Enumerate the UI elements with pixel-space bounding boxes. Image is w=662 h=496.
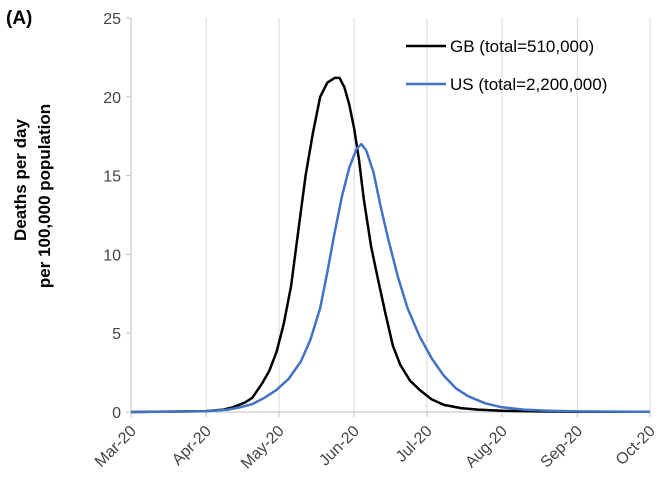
axes [126,17,651,417]
y-tick-label: 20 [103,90,121,107]
series-line-gb [130,76,651,414]
y-tick-labels: 0 5 10 15 20 25 [103,11,121,422]
y-tick-label: 15 [103,169,121,186]
x-tick-label: Oct-20 [613,423,659,469]
series-lines [130,76,651,414]
legend-entry: GB (total=510,000) [450,37,594,56]
y-axis-label-line2: per 100,000 population [35,104,54,288]
x-tick-labels: Mar-20 Apr-20 May-20 Jun-20 Jul-20 Aug-20 Sep-… [92,423,659,473]
x-tick-label: Apr-20 [169,423,215,469]
x-tick-label: May-20 [238,423,288,473]
panel-label: (A) [6,8,33,29]
x-tick-label: Jul-20 [393,423,436,466]
x-tick-label: Aug-20 [462,423,511,472]
x-tick-label: Jun-20 [316,423,363,470]
series-line-us [130,142,651,414]
legend: GB (total=510,000) US (total=2,200,000) [406,37,607,94]
y-tick-label: 25 [103,11,121,28]
x-tick-label: Sep-20 [538,423,587,472]
legend-entry: US (total=2,200,000) [450,75,607,94]
grid-lines [205,18,651,412]
x-tick-label: Mar-20 [92,423,140,471]
y-axis-label-line1: Deaths per day [11,119,30,241]
y-tick-label: 0 [112,405,121,422]
y-tick-label: 10 [103,247,121,264]
y-tick-label: 5 [112,326,121,343]
